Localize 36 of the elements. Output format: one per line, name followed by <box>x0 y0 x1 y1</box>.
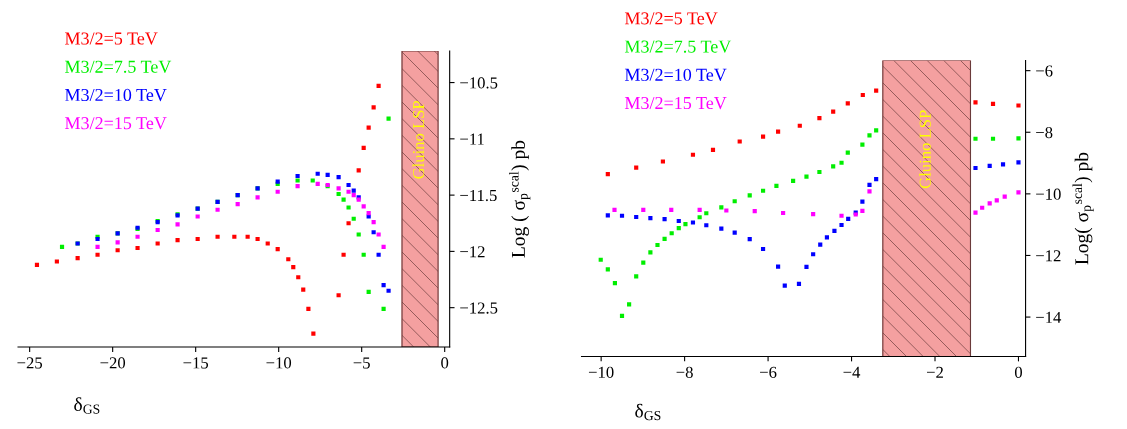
x-tick-label: −15 <box>183 357 209 369</box>
x-tick-label: −25 <box>17 357 43 369</box>
y-axis-title: Log( σ$_{p}$$^{scal}$) pb <box>1072 152 1094 265</box>
x-tick-label: −10 <box>266 357 292 369</box>
y-tick-label: −14 <box>1036 311 1062 323</box>
y-tick-label: −12.5 <box>460 302 498 314</box>
band-label: Gluino LSP <box>919 110 931 189</box>
y-tick-label: −11 <box>460 133 484 145</box>
text: M3/2=10 TeV <box>624 68 727 81</box>
y-tick-label: −11.5 <box>460 189 497 202</box>
y-tick-label: −10.5 <box>460 77 498 89</box>
y-tick-label: −12 <box>460 246 485 258</box>
x-tick-label: −8 <box>676 366 693 378</box>
band-label: Gluino LSP <box>412 100 425 179</box>
y-tick-label: −6 <box>1036 65 1053 77</box>
y-tick-label: −12 <box>1036 250 1061 262</box>
x-axis-title: δ$_{GS}$ <box>74 397 100 414</box>
text: M3/2=5 TeV <box>65 32 158 45</box>
y-axis-title: Log ( σ$_{p}$$^{scal}$) pb <box>509 140 531 258</box>
text: M3/2=5 TeV <box>624 12 718 25</box>
x-tick-label: −10 <box>588 366 614 378</box>
x-tick-label: −20 <box>100 357 126 369</box>
y-tick-label: −8 <box>1036 126 1053 139</box>
x-tick-label: −5 <box>353 357 370 369</box>
x-tick-label: −2 <box>926 366 943 378</box>
x-tick-label: −6 <box>760 366 777 378</box>
x-axis-title: δ$_{GS}$ <box>635 403 661 421</box>
text: M3/2=7.5 TeV <box>65 60 172 73</box>
text: M3/2=7.5 TeV <box>624 40 732 53</box>
x-tick-label: 0 <box>441 357 449 369</box>
text: M3/2=10 TeV <box>65 88 167 102</box>
text: M3/2=15 TeV <box>65 117 167 130</box>
x-tick-label: −4 <box>843 366 861 378</box>
y-tick-label: −10 <box>1036 188 1061 200</box>
text: M3/2=15 TeV <box>624 96 727 110</box>
x-tick-label: 0 <box>1014 366 1023 378</box>
